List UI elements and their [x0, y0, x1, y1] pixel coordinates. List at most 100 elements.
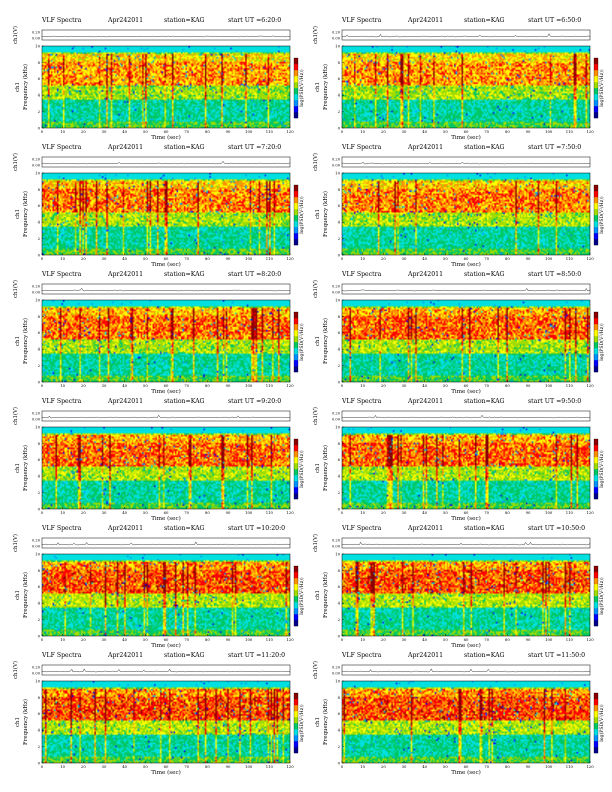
panel-date: Apr242011 — [407, 398, 443, 405]
spectrogram-image — [342, 46, 590, 128]
colorbar-label: log(PSD(V²/Hz)) — [298, 577, 304, 615]
panel-station: station=KAG — [464, 17, 505, 24]
panel-title: VLF Spectra — [341, 144, 382, 151]
colorbar-segment — [294, 475, 298, 482]
waveform-ytick-label: 0.20 — [332, 666, 341, 670]
x-axis-label: Time (sec) — [451, 388, 481, 394]
colorbar-segment — [294, 58, 298, 65]
waveform-trace — [41, 35, 291, 38]
x-axis-label: Time (sec) — [151, 769, 181, 775]
x-tick-label: 120 — [286, 383, 294, 388]
x-tick-label: 10 — [60, 764, 65, 769]
colorbar-label: log(PSD(V²/Hz)) — [598, 323, 604, 361]
y-label-channel: ch1 — [315, 463, 321, 473]
panel-station: station=KAG — [464, 144, 505, 151]
x-tick-label: 30 — [402, 383, 407, 388]
y-label-channel: ch1 — [315, 209, 321, 219]
colorbar-segment — [594, 233, 598, 240]
y-tick-label: 0 — [338, 125, 341, 130]
y-tick-label: 10 — [335, 424, 340, 429]
x-tick-label: 40 — [122, 510, 127, 515]
y-tick-label: 4 — [38, 93, 41, 98]
x-axis-label: Time (sec) — [151, 515, 181, 521]
y-axis-label: Frequency (kHz) — [322, 64, 329, 110]
waveform-ylabel: ch1(V) — [312, 26, 319, 44]
waveform-frame — [341, 283, 591, 295]
x-tick-label: 10 — [60, 256, 65, 261]
y-tick-label: 2 — [338, 363, 341, 368]
colorbar-segment — [594, 342, 598, 349]
y-tick-label: 10 — [335, 551, 340, 556]
y-tick-label: 10 — [335, 43, 340, 48]
spectrogram-image — [42, 681, 290, 763]
colorbar-label: log(PSD(V²/Hz)) — [298, 704, 304, 742]
y-tick-label: 8 — [338, 60, 341, 65]
x-tick-label: 0 — [341, 510, 344, 515]
panel-title: VLF Spectra — [341, 271, 382, 278]
x-tick-label: 60 — [164, 764, 169, 769]
x-tick-label: 10 — [360, 764, 365, 769]
x-axis-label: Time (sec) — [451, 642, 481, 648]
colorbar-segment — [594, 82, 598, 89]
y-tick-label: 4 — [338, 601, 341, 606]
colorbar-segment — [594, 614, 598, 621]
colorbar-segment — [294, 191, 298, 198]
y-tick-label: 8 — [38, 695, 41, 700]
y-axis-label: Frequency (kHz) — [22, 318, 29, 364]
y-axis-label: Frequency (kHz) — [22, 699, 29, 745]
colorbar-segment — [294, 572, 298, 579]
colorbar-segment — [294, 445, 298, 452]
colorbar-segment — [594, 324, 598, 331]
x-tick-label: 40 — [122, 256, 127, 261]
x-tick-label: 100 — [545, 764, 553, 769]
x-tick-label: 30 — [402, 764, 407, 769]
waveform-ylabel: ch1(V) — [312, 407, 319, 425]
y-tick-label: 6 — [38, 584, 41, 589]
y-tick-label: 10 — [35, 43, 40, 48]
spectrogram-image — [342, 300, 590, 382]
colorbar-segment — [594, 227, 598, 234]
x-tick-label: 80 — [505, 256, 510, 261]
x-tick-label: 20 — [81, 256, 86, 261]
x-tick-label: 30 — [402, 129, 407, 134]
colorbar-segment — [294, 221, 298, 228]
panel-date: Apr242011 — [107, 144, 143, 151]
x-tick-label: 100 — [545, 256, 553, 261]
x-tick-label: 20 — [381, 637, 386, 642]
waveform-ytick-label: 0.20 — [32, 31, 41, 35]
waveform-frame — [41, 537, 291, 549]
y-tick-label: 4 — [338, 93, 341, 98]
colorbar-segment — [594, 693, 598, 700]
x-tick-label: 40 — [122, 129, 127, 134]
colorbar-segment — [594, 439, 598, 446]
colorbar-frame — [293, 311, 299, 373]
waveform-frame — [41, 156, 291, 168]
x-tick-label: 70 — [184, 510, 189, 515]
panel-start-ut: start UT =10:50:0 — [528, 525, 585, 532]
spectrogram-panel-8: VLF Spectra Apr242011 station=KAG start UT … — [312, 398, 604, 521]
colorbar-segment — [294, 590, 298, 597]
colorbar-segment — [594, 312, 598, 319]
colorbar-segment — [594, 699, 598, 706]
x-tick-label: 100 — [545, 637, 553, 642]
panel-start-ut: start UT =7:20:0 — [228, 144, 281, 151]
colorbar-segment — [294, 481, 298, 488]
y-tick-label: 0 — [38, 379, 41, 384]
panel-date: Apr242011 — [107, 652, 143, 659]
x-tick-label: 90 — [526, 256, 531, 261]
y-tick-label: 8 — [338, 695, 341, 700]
x-tick-label: 10 — [360, 129, 365, 134]
colorbar-segment — [594, 445, 598, 452]
x-tick-label: 70 — [484, 764, 489, 769]
x-tick-label: 50 — [143, 764, 148, 769]
waveform-ylabel: ch1(V) — [12, 280, 19, 298]
y-label-channel: ch1 — [15, 590, 21, 600]
waveform-ytick-label: 0.00 — [32, 545, 41, 549]
x-tick-label: 100 — [245, 637, 253, 642]
colorbar-segment — [294, 439, 298, 446]
panel-date: Apr242011 — [407, 144, 443, 151]
x-tick-label: 100 — [245, 764, 253, 769]
y-tick-label: 10 — [35, 170, 40, 175]
x-tick-label: 50 — [443, 129, 448, 134]
x-tick-label: 70 — [184, 637, 189, 642]
